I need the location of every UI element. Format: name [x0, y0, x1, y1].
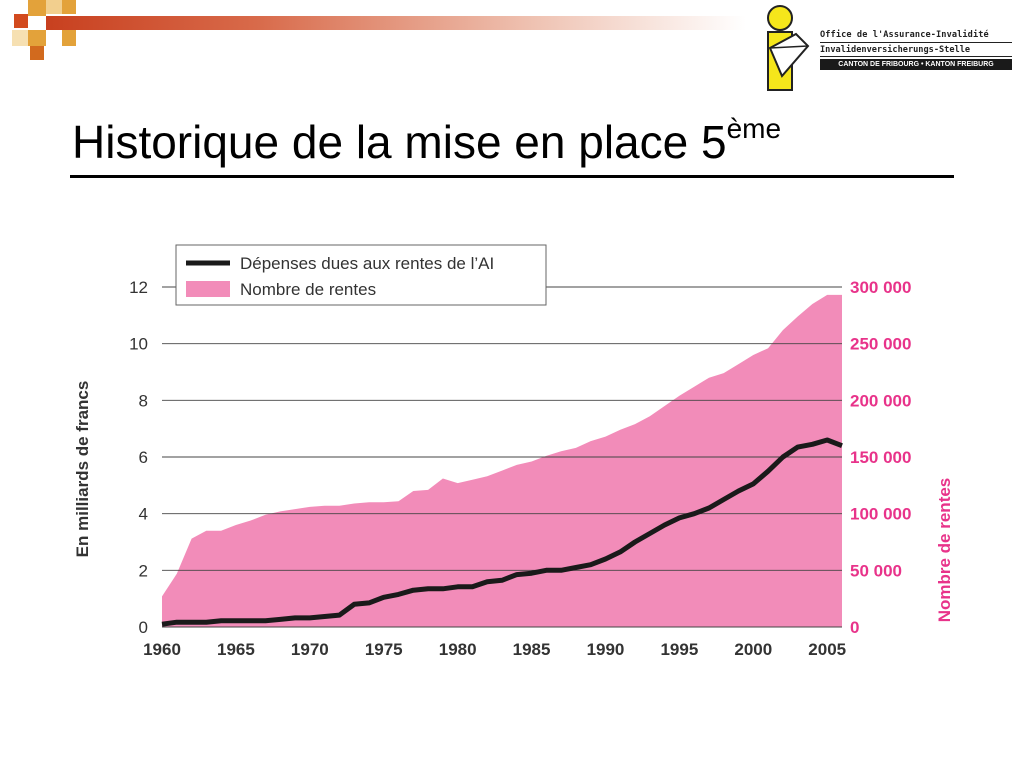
logo-rule-1 — [820, 42, 1012, 43]
ai-history-chart: 0 2 4 6 8 10 12 0 50 000 100 000 150 000 200 000 250… — [73, 244, 954, 659]
x-tick-label: 1990 — [587, 640, 625, 659]
corner-square-gold-2 — [46, 0, 62, 14]
series-line-depenses — [161, 437, 843, 627]
slide-title-superscript: ème — [726, 113, 782, 144]
y-left-tick-label: 6 — [139, 448, 148, 467]
y-left-axis-title: En milliards de francs — [73, 381, 92, 558]
corner-square-orange-2 — [30, 46, 44, 60]
x-tick-label: 1975 — [365, 640, 403, 659]
x-tick-label: 2005 — [808, 640, 846, 659]
ai-person-logo-icon — [767, 5, 810, 91]
corner-square-gold-4 — [28, 30, 46, 46]
y-right-tick-label: 300 000 — [850, 278, 911, 297]
corner-square-gold-3 — [62, 0, 76, 14]
y-left-tick-label: 2 — [139, 561, 148, 580]
x-tick-label: 2000 — [734, 640, 772, 659]
series-area-nombre-de-rentes — [162, 294, 842, 627]
y-left-tick-label: 10 — [129, 335, 148, 354]
y-right-tick-label: 200 000 — [850, 391, 911, 410]
y-left-tick-label: 12 — [129, 278, 148, 297]
legend-label-depenses: Dépenses dues aux rentes de l’AI — [240, 254, 494, 273]
x-tick-label: 1985 — [513, 640, 551, 659]
slide-title-text: Historique de la mise en place 5 — [72, 116, 727, 168]
corner-square-cream-1 — [12, 30, 28, 46]
y-right-axis-title: Nombre de rentes — [935, 478, 954, 623]
x-tick-label: 1970 — [291, 640, 329, 659]
slide-title: Historique de la mise en place 5ème — [72, 113, 782, 169]
x-tick-label: 1980 — [439, 640, 477, 659]
logo-org-line-1: Office de l'Assurance-Invalidité — [820, 30, 989, 40]
logo-org-line-2: Invalidenversicherungs-Stelle — [820, 45, 971, 55]
y-right-tick-label: 250 000 — [850, 335, 911, 354]
corner-square-gold-1 — [28, 0, 46, 16]
logo-canton-banner: CANTON DE FRIBOURG • KANTON FREIBURG — [820, 59, 1012, 70]
legend-label-rentes: Nombre de rentes — [240, 280, 376, 299]
x-tick-label: 1960 — [143, 640, 181, 659]
legend-swatch-rentes — [186, 281, 230, 297]
x-tick-label: 1965 — [217, 640, 255, 659]
title-underline — [70, 175, 954, 178]
y-right-tick-label: 100 000 — [850, 505, 911, 524]
y-left-tick-label: 8 — [139, 391, 148, 410]
y-left-tick-label: 4 — [139, 505, 148, 524]
corner-square-orange-1 — [14, 14, 28, 28]
corner-square-gold-5 — [62, 30, 76, 46]
logo-rule-2 — [820, 56, 1012, 57]
x-tick-label: 1995 — [660, 640, 698, 659]
legend-box — [175, 244, 547, 306]
y-right-tick-label: 0 — [850, 618, 859, 637]
y-right-tick-label: 150 000 — [850, 448, 911, 467]
title-gradient-bar — [46, 16, 746, 30]
y-left-tick-label: 0 — [139, 618, 148, 637]
y-right-tick-label: 50 000 — [850, 561, 902, 580]
